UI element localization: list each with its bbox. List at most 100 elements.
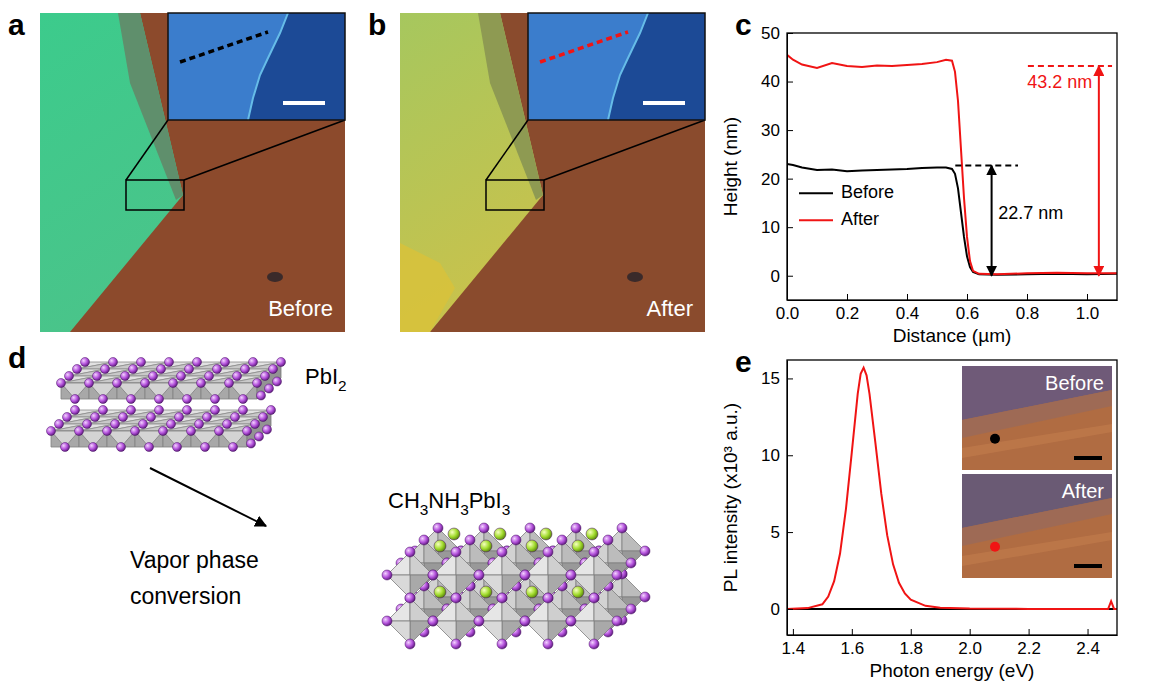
tick-label: 0.4 — [896, 304, 920, 323]
iodine-atom — [187, 427, 196, 436]
iodine-atom — [141, 379, 150, 388]
iodine-atom — [263, 425, 272, 434]
iodine-atom — [626, 604, 636, 614]
iodine-atom — [243, 427, 252, 436]
figure-container: aBeforebAfterdPbI2Vapor phaseconversionC… — [0, 0, 1150, 686]
cation — [572, 586, 584, 598]
tick: 15 — [761, 369, 793, 388]
text-run: PbI — [305, 364, 338, 389]
tick: 2.2 — [1017, 629, 1041, 658]
process-label: Vapor phaseconversion — [130, 547, 259, 609]
tick-mark — [787, 609, 793, 610]
conversion-arrow — [150, 468, 266, 526]
data-line — [787, 164, 1117, 275]
axis-title: PL intensity (x10³ a.u.) — [720, 403, 741, 592]
iodine-atom — [65, 372, 74, 381]
tick: 30 — [761, 121, 793, 140]
iodine-atom — [91, 413, 100, 422]
tick-mark — [1088, 629, 1089, 635]
text-run: CH — [388, 488, 420, 513]
tick-mark — [1027, 294, 1028, 300]
iodine-atom — [474, 616, 484, 626]
iodine-atom — [589, 547, 599, 557]
cation — [448, 528, 460, 540]
tick-label: 1.6 — [841, 639, 865, 658]
iodine-atom — [382, 570, 392, 580]
iodine-atom — [557, 535, 567, 545]
tick-mark — [787, 378, 793, 379]
iodine-atom — [211, 395, 220, 404]
image-caption: Before — [268, 296, 333, 321]
axis-title: Height (nm) — [720, 117, 741, 216]
measurement-spot — [990, 434, 1000, 444]
iodine-atom — [451, 593, 461, 603]
iodine-atom — [185, 365, 194, 374]
iodine-atom — [83, 420, 92, 429]
iodine-atom — [157, 365, 166, 374]
iodine-atom — [231, 413, 240, 422]
iodine-atom — [149, 372, 158, 381]
axis: 0.00.20.40.60.81.0 — [776, 294, 1118, 323]
tick-label: 50 — [761, 24, 780, 43]
leader-line — [486, 120, 528, 180]
iodine-atom — [233, 372, 242, 381]
tick-mark — [911, 629, 912, 635]
iodine-atom — [61, 443, 70, 452]
text-run: PbI — [469, 488, 502, 513]
iodine-atom — [419, 535, 429, 545]
leader-line — [184, 120, 345, 180]
height-arrow — [1098, 66, 1100, 276]
flake — [400, 13, 543, 332]
panel-letter: a — [8, 8, 25, 41]
iodine-atom — [81, 358, 90, 367]
iodine-atom — [451, 593, 461, 603]
text-line: conversion — [130, 583, 241, 609]
tick-label: 0.0 — [776, 304, 800, 323]
iodine-atom — [221, 358, 230, 367]
iodine-atom — [127, 395, 136, 404]
iodine-atom — [566, 570, 576, 580]
iodine-atom — [197, 379, 206, 388]
afm-edge — [608, 13, 648, 120]
iodine-atom — [273, 377, 282, 386]
tick-label: 20 — [761, 170, 780, 189]
inset-frame — [168, 13, 345, 120]
iodine-atom — [511, 535, 521, 545]
tick-label: 0 — [771, 600, 780, 619]
iodine-atom — [57, 379, 66, 388]
tick-mark — [787, 82, 793, 83]
tick-mark — [907, 294, 908, 300]
iodine-atom — [497, 593, 507, 603]
axis-line — [787, 34, 788, 301]
iodine-atom — [428, 616, 438, 626]
tick-label: 5 — [771, 523, 780, 542]
iodine-atom — [259, 413, 268, 422]
text-run: 3 — [420, 501, 429, 518]
iodine-atom — [117, 443, 126, 452]
iodine-atom — [85, 379, 94, 388]
iodine-atom — [167, 420, 176, 429]
afm-background — [528, 13, 705, 120]
iodine-atom — [183, 395, 192, 404]
scale-bar — [283, 101, 325, 105]
tick-label: 1.4 — [782, 639, 806, 658]
iodine-atom — [75, 427, 84, 436]
tick-label: 2.4 — [1076, 639, 1100, 658]
tick-label: 0.2 — [836, 304, 860, 323]
iodine-atom — [612, 570, 622, 580]
iodine-atom — [382, 616, 392, 626]
panel-letter: c — [735, 8, 752, 41]
zoom-box — [126, 180, 184, 210]
flake — [962, 424, 1112, 458]
iodine-atom — [451, 547, 461, 557]
iodine-atom — [626, 558, 636, 568]
iodine-atom — [253, 379, 262, 388]
tick-mark — [793, 629, 794, 635]
iodine-atom — [99, 406, 108, 415]
tick-mark — [967, 294, 968, 300]
iodine-atom — [247, 439, 256, 448]
iodine-atom — [119, 413, 128, 422]
scale-bar — [1074, 564, 1102, 568]
iodine-atom — [173, 443, 182, 452]
iodine-atom — [640, 546, 650, 556]
